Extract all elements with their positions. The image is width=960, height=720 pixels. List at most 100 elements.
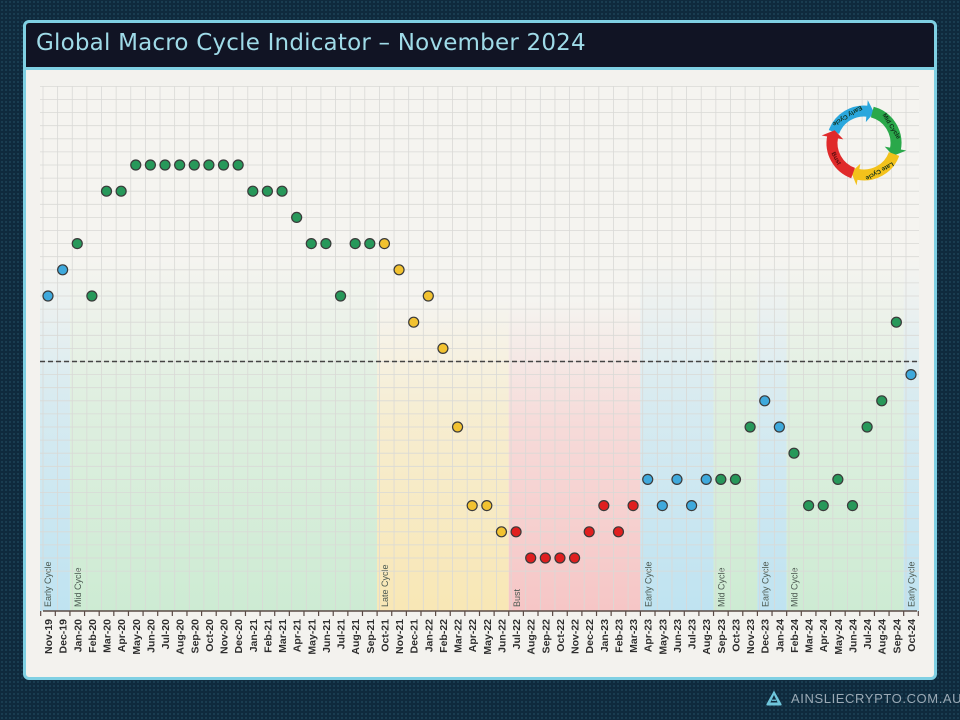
band-label: Late Cycle xyxy=(380,564,390,607)
cycle-phase-bands: Early Cycle Mid Cycle Late Cycle Bust Early … xyxy=(40,260,919,611)
x-tick-label: Aug-20 xyxy=(175,619,187,655)
band-label: Mid Cycle xyxy=(790,567,800,607)
data-point-Dec-20 xyxy=(232,159,244,171)
band-label: Early Cycle xyxy=(643,561,653,607)
data-points xyxy=(42,159,917,564)
data-point-Feb-23 xyxy=(612,526,625,538)
data-point-Apr-24 xyxy=(817,500,829,512)
data-point-Sep-23 xyxy=(715,473,727,485)
data-point-Sep-24 xyxy=(890,316,902,328)
x-tick-label: Jun-23 xyxy=(672,619,684,653)
data-point-Dec-22 xyxy=(583,526,595,538)
x-tick-label: Jun-21 xyxy=(321,619,333,653)
band-early xyxy=(757,260,787,611)
data-point-Jun-23 xyxy=(671,473,683,485)
data-point-Jun-22 xyxy=(495,526,508,538)
x-tick-label: Feb-22 xyxy=(438,619,450,653)
data-point-Dec-21 xyxy=(408,316,420,328)
x-tick-label: Jun-20 xyxy=(145,619,157,653)
data-point-Mar-23 xyxy=(627,500,639,512)
band-label: Mid Cycle xyxy=(73,567,83,607)
x-tick-label: Apr-24 xyxy=(818,619,830,652)
x-tick-label: Jan-23 xyxy=(599,619,611,652)
x-tick-label: Mar-24 xyxy=(804,619,816,653)
band-early xyxy=(903,260,919,611)
x-tick-label: Jul-22 xyxy=(511,619,523,650)
x-tick-label: Nov-22 xyxy=(570,619,582,654)
x-tick-label: May-20 xyxy=(131,619,143,655)
band-mid xyxy=(713,260,758,611)
band-early xyxy=(40,260,70,611)
data-point-Aug-24 xyxy=(876,395,888,407)
x-tick-label: Oct-21 xyxy=(379,619,391,652)
x-tick-label: Dec-20 xyxy=(233,619,245,654)
x-tick-label: Apr-22 xyxy=(467,619,479,652)
x-tick-label: Dec-23 xyxy=(760,619,772,654)
x-tick-label: Jan-20 xyxy=(72,619,84,652)
x-tick-label: Aug-22 xyxy=(526,619,538,655)
x-tick-label: May-24 xyxy=(833,619,845,655)
chart-frame: Global Macro Cycle Indicator – November … xyxy=(23,20,937,680)
data-point-Jul-24 xyxy=(861,421,873,433)
x-tick-label: Mar-23 xyxy=(628,619,640,653)
data-point-Apr-21 xyxy=(291,211,303,223)
data-point-Sep-21 xyxy=(364,238,376,250)
x-tick-label: Jan-24 xyxy=(774,619,786,652)
x-tick-label: Oct-24 xyxy=(906,619,918,652)
data-point-Jan-24 xyxy=(773,421,785,433)
data-point-Feb-22 xyxy=(437,342,449,354)
data-point-Jun-24 xyxy=(846,500,859,512)
data-point-Nov-21 xyxy=(393,264,405,276)
data-point-Feb-21 xyxy=(261,185,274,197)
x-tick-label: Mar-21 xyxy=(277,619,289,653)
x-tick-label: Mar-22 xyxy=(453,619,465,653)
x-tick-label: Nov-20 xyxy=(219,619,231,654)
data-point-May-21 xyxy=(305,238,317,250)
band-label: Mid Cycle xyxy=(717,567,727,607)
data-point-Jan-20 xyxy=(71,238,83,250)
x-tick-label: Oct-20 xyxy=(204,619,216,652)
x-tick-label: Aug-23 xyxy=(701,619,713,655)
band-label: Early Cycle xyxy=(760,561,770,607)
legend-arc-1 xyxy=(870,106,902,151)
data-point-May-23 xyxy=(656,500,668,512)
data-point-Oct-20 xyxy=(203,159,215,171)
chart-plot-area: Early Cycle Mid Cycle Late Cycle Bust Early … xyxy=(40,86,919,655)
data-point-Aug-20 xyxy=(174,159,186,171)
data-point-Dec-19 xyxy=(57,264,69,276)
x-tick-label: Feb-20 xyxy=(87,619,99,653)
x-tick-label: Jul-23 xyxy=(687,619,699,650)
x-tick-label: Nov-21 xyxy=(394,619,406,654)
data-point-Jul-21 xyxy=(334,290,347,302)
data-point-Nov-19 xyxy=(42,290,54,302)
data-point-Jul-20 xyxy=(159,159,171,171)
data-point-Dec-23 xyxy=(759,395,771,407)
data-point-Sep-20 xyxy=(188,159,200,171)
band-label: Early Cycle xyxy=(43,561,53,607)
title-bar: Global Macro Cycle Indicator – November … xyxy=(26,23,934,70)
data-point-Apr-23 xyxy=(642,473,654,485)
data-point-Feb-20 xyxy=(86,290,98,302)
x-tick-label: Mar-20 xyxy=(102,619,114,653)
x-tick-label: Oct-22 xyxy=(555,619,567,652)
x-tick-label: Sep-21 xyxy=(365,619,377,654)
x-axis: Nov-19 Dec-19 Jan-20 Feb-20 Mar-20 Apr-20 May-… xyxy=(40,610,919,655)
x-tick-label: Sep-20 xyxy=(189,619,201,654)
footer-brand: AINSLIECRYPTO.COM.AU xyxy=(765,689,960,707)
data-point-Nov-22 xyxy=(568,552,581,564)
x-tick-label: Oct-23 xyxy=(730,619,742,652)
x-tick-label: Jul-24 xyxy=(862,619,874,650)
x-tick-label: Jun-24 xyxy=(847,619,859,653)
legend-arc-0 xyxy=(828,105,869,135)
data-point-Oct-22 xyxy=(554,552,566,564)
x-tick-label: Feb-21 xyxy=(262,619,274,653)
x-tick-label: Apr-20 xyxy=(116,619,128,652)
x-tick-label: Apr-23 xyxy=(643,619,655,652)
data-point-Jan-22 xyxy=(422,290,434,302)
data-point-Mar-24 xyxy=(803,500,815,512)
data-point-Feb-24 xyxy=(788,447,800,459)
data-point-Mar-21 xyxy=(276,185,288,197)
x-tick-label: Nov-19 xyxy=(43,619,55,654)
data-point-Oct-23 xyxy=(729,473,742,485)
data-point-Apr-20 xyxy=(115,185,127,197)
